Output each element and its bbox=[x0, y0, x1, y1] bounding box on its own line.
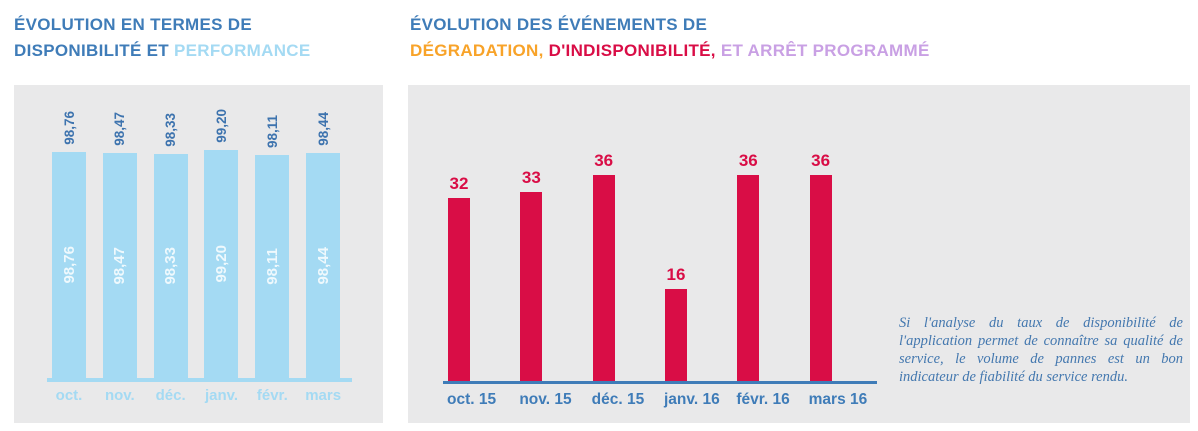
title-text-dark-blue: ÉVOLUTION DES ÉVÉNEMENTS DE bbox=[410, 15, 708, 34]
title-text-orange: DÉGRADATION, bbox=[410, 41, 549, 60]
bar-inner-value-label: 98,11 bbox=[263, 248, 281, 285]
title-text-dark-blue: ÉVOLUTION EN TERMES DE bbox=[14, 15, 253, 34]
month-label: janv. 16 bbox=[663, 391, 720, 408]
availability-chart-panel: 98,76 98,76 98,47 98,47 98,33 98,33 99,20 99,20… bbox=[14, 85, 383, 423]
availability-chart-title-line1: ÉVOLUTION EN TERMES DE bbox=[14, 12, 311, 38]
title-text-red: D'INDISPONIBILITÉ, bbox=[548, 41, 721, 60]
bar-value-label: 99,20 bbox=[213, 109, 229, 143]
bar-inner-value-label: 99,20 bbox=[212, 245, 230, 283]
events-chart-title: ÉVOLUTION DES ÉVÉNEMENTS DE DÉGRADATION,… bbox=[410, 12, 930, 64]
bar-value-label-wrap: 99,20 bbox=[204, 109, 238, 143]
month-label-slot: janv. bbox=[199, 387, 250, 404]
bar bbox=[592, 175, 615, 381]
annotation-text: Si l'analyse du taux de disponibilité de… bbox=[899, 315, 1183, 385]
bar-slot: 98,76 98,76 bbox=[47, 111, 98, 378]
month-label-slot: mars bbox=[301, 387, 352, 404]
bar bbox=[737, 175, 760, 381]
month-label: oct. 15 bbox=[447, 391, 497, 408]
events-chart-panel: 32 33 36 16 36 36 oct. 15 nov. 15 déc. 15 janv. … bbox=[408, 85, 1190, 423]
events-bars-row: 32 33 36 16 36 36 bbox=[443, 151, 877, 381]
bar: 98,47 bbox=[102, 153, 137, 378]
availability-chart-title: ÉVOLUTION EN TERMES DE DISPONIBILITÉ ET … bbox=[14, 12, 311, 64]
month-label: févr. 16 bbox=[736, 391, 790, 408]
month-label: déc. bbox=[155, 387, 186, 404]
title-text-light-blue: PERFORMANCE bbox=[174, 41, 311, 60]
month-label-slot: déc. 15 bbox=[588, 391, 660, 408]
title-text-purple: ET ARRÊT PROGRAMMÉ bbox=[720, 41, 930, 60]
availability-bars-row: 98,76 98,76 98,47 98,47 98,33 98,33 99,20 99,20… bbox=[47, 109, 352, 378]
events-x-axis-line bbox=[443, 381, 877, 384]
month-label-slot: déc. bbox=[149, 387, 200, 404]
bar: 98,76 bbox=[52, 152, 86, 378]
bar-slot: 36 bbox=[805, 151, 877, 381]
bar-slot: 16 bbox=[660, 151, 732, 381]
bar-inner-value-label: 98,33 bbox=[162, 247, 180, 285]
bar bbox=[664, 289, 687, 381]
bar: 98,11 bbox=[255, 155, 290, 378]
bar-value-label: 33 bbox=[521, 168, 541, 187]
bar-inner-value-label: 98,47 bbox=[111, 246, 129, 285]
bar-value-label: 32 bbox=[449, 174, 469, 193]
bar-value-label-wrap: 98,44 bbox=[306, 112, 340, 146]
bar: 99,20 bbox=[204, 150, 239, 378]
bar bbox=[520, 192, 543, 381]
bar-value-label: 36 bbox=[811, 151, 831, 170]
bar: 98,44 bbox=[306, 153, 341, 378]
month-label-slot: mars 16 bbox=[805, 391, 877, 408]
bar-slot: 36 bbox=[588, 151, 660, 381]
bar-value-label-wrap: 98,11 bbox=[255, 115, 289, 148]
bar-slot: 98,47 98,47 bbox=[98, 112, 149, 378]
bar-slot: 99,20 99,20 bbox=[199, 109, 250, 378]
month-label-slot: oct. bbox=[47, 387, 98, 404]
month-label: nov. bbox=[104, 387, 135, 404]
month-label-slot: nov. bbox=[98, 387, 149, 404]
month-label: févr. bbox=[256, 387, 288, 404]
month-label-slot: févr. 16 bbox=[732, 391, 804, 408]
month-label: oct. bbox=[55, 387, 83, 404]
bar-slot: 98,44 98,44 bbox=[301, 112, 352, 378]
bar-slot: 36 bbox=[732, 151, 804, 381]
bar-slot: 98,11 98,11 bbox=[250, 115, 301, 378]
availability-x-axis-line bbox=[47, 378, 352, 382]
month-label: déc. 15 bbox=[591, 391, 645, 408]
month-label-slot: févr. bbox=[250, 387, 301, 404]
month-label-slot: janv. 16 bbox=[660, 391, 732, 408]
title-text-dark-blue: DISPONIBILITÉ ET bbox=[14, 41, 175, 60]
availability-chart-title-line2: DISPONIBILITÉ ET PERFORMANCE bbox=[14, 38, 311, 64]
bar-inner-value-label: 98,44 bbox=[314, 246, 332, 285]
bar-value-label: 98,47 bbox=[112, 112, 128, 146]
bar-value-label: 98,44 bbox=[315, 112, 331, 146]
bar bbox=[809, 175, 832, 381]
bar bbox=[448, 198, 470, 381]
month-label-slot: nov. 15 bbox=[515, 391, 587, 408]
events-chart-title-line2: DÉGRADATION, D'INDISPONIBILITÉ, ET ARRÊT… bbox=[410, 38, 930, 64]
bar-value-label: 36 bbox=[738, 151, 758, 170]
events-chart-title-line1: ÉVOLUTION DES ÉVÉNEMENTS DE bbox=[410, 12, 930, 38]
month-label: mars bbox=[305, 387, 342, 404]
bar-slot: 33 bbox=[515, 151, 587, 381]
bar-value-label: 36 bbox=[594, 151, 614, 170]
month-label: janv. bbox=[204, 387, 239, 404]
bar-value-label: 98,33 bbox=[163, 113, 179, 147]
bar-value-label: 98,11 bbox=[264, 114, 280, 148]
bar: 98,33 bbox=[153, 154, 188, 378]
bar-slot: 98,33 98,33 bbox=[149, 113, 200, 378]
bar-value-label-wrap: 98,33 bbox=[154, 113, 188, 147]
availability-month-labels-row: oct. nov. déc. janv. févr. mars bbox=[47, 387, 352, 404]
month-label-slot: oct. 15 bbox=[443, 391, 515, 408]
bar-inner-value-label: 98,76 bbox=[60, 246, 78, 284]
bar-value-label: 98,76 bbox=[61, 111, 77, 145]
bar-value-label: 16 bbox=[666, 265, 686, 284]
bar-slot: 32 bbox=[443, 151, 515, 381]
bar-value-label-wrap: 98,47 bbox=[103, 112, 137, 146]
month-label: mars 16 bbox=[808, 391, 868, 408]
month-label: nov. 15 bbox=[519, 391, 572, 408]
bar-value-label-wrap: 98,76 bbox=[52, 111, 86, 145]
events-month-labels-row: oct. 15 nov. 15 déc. 15 janv. 16 févr. 16 mar… bbox=[443, 391, 877, 408]
